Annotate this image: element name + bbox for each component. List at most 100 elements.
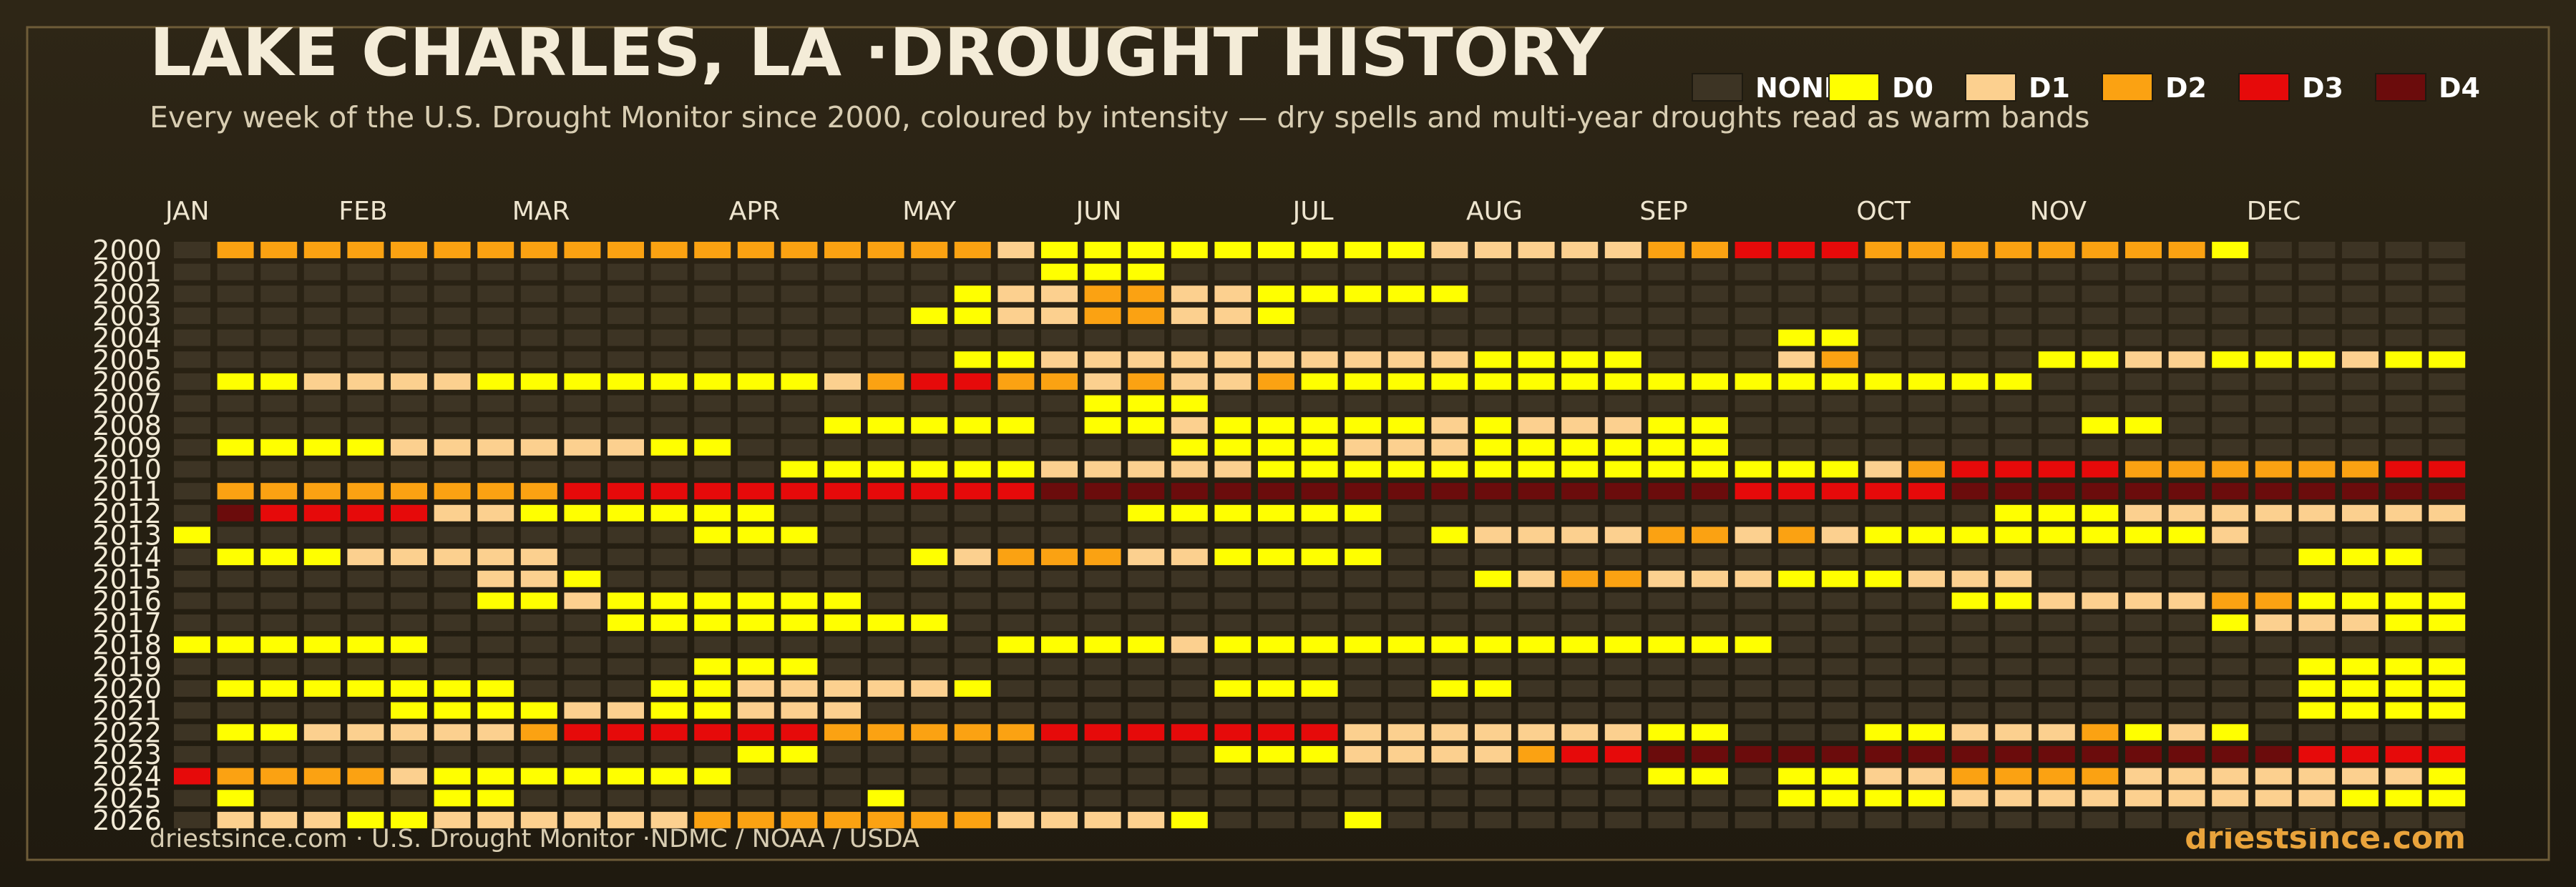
cell <box>260 658 298 675</box>
cell <box>1604 263 1641 280</box>
cell <box>1951 438 1989 456</box>
cell <box>1561 329 1599 346</box>
cell <box>2298 702 2336 719</box>
cell <box>1345 307 1382 324</box>
cell <box>260 417 298 434</box>
cell <box>2168 483 2205 500</box>
cell <box>1865 526 1902 544</box>
cell <box>520 461 557 478</box>
x-tick-label: MAY <box>902 197 957 226</box>
y-tick-label: 2011 <box>92 476 162 507</box>
cell <box>477 417 514 434</box>
cell <box>2082 724 2119 741</box>
cell <box>1778 724 1815 741</box>
cell <box>347 658 384 675</box>
cell <box>1951 658 1989 675</box>
cell <box>1387 395 1425 412</box>
cell <box>1778 570 1815 587</box>
cell <box>174 417 210 434</box>
cell <box>867 483 904 500</box>
cell <box>1518 285 1555 303</box>
cell <box>2212 811 2249 828</box>
cell <box>1171 790 1208 807</box>
x-tick-label: NOV <box>2030 197 2087 226</box>
cell <box>174 263 210 280</box>
cell <box>1128 461 1165 478</box>
cell <box>477 549 514 566</box>
cell <box>1865 811 1902 828</box>
cell <box>694 614 731 632</box>
cell <box>303 592 341 609</box>
y-tick-label: 2006 <box>92 366 162 398</box>
cell <box>217 461 254 478</box>
cell <box>608 614 644 632</box>
cell <box>1995 307 2032 324</box>
cell <box>2429 351 2466 368</box>
cell <box>2385 811 2422 828</box>
cell <box>2255 724 2292 741</box>
cell <box>867 285 904 303</box>
cell <box>1604 417 1641 434</box>
cell <box>1214 526 1252 544</box>
cell <box>217 417 254 434</box>
cell <box>564 263 601 280</box>
cell <box>1041 614 1078 632</box>
cell <box>1735 329 1772 346</box>
cell <box>1387 745 1425 763</box>
cell <box>174 614 210 632</box>
cell <box>1561 570 1599 587</box>
cell <box>2125 680 2162 697</box>
cell <box>2212 526 2249 544</box>
cell <box>694 417 731 434</box>
cell <box>1995 417 2032 434</box>
cell <box>1041 483 1078 500</box>
cell <box>2125 395 2162 412</box>
cell <box>2385 702 2422 719</box>
cell <box>2038 790 2075 807</box>
cell <box>997 351 1035 368</box>
cell <box>217 307 254 324</box>
cell <box>1041 768 1078 785</box>
cell <box>1345 636 1382 653</box>
cell <box>1171 702 1208 719</box>
cell <box>1345 263 1382 280</box>
cell <box>391 724 427 741</box>
cell <box>1821 526 1858 544</box>
x-tick-label: JUN <box>1075 197 1122 226</box>
cell <box>564 811 601 828</box>
cell <box>954 592 991 609</box>
cell <box>1258 724 1294 741</box>
x-tick-label: SEP <box>1639 197 1687 226</box>
cell <box>608 745 644 763</box>
cell <box>608 285 644 303</box>
cell <box>1648 483 1685 500</box>
cell <box>1561 636 1599 653</box>
cell <box>1951 790 1989 807</box>
cell <box>781 724 818 741</box>
cell <box>997 285 1035 303</box>
cell <box>608 570 644 587</box>
cell <box>520 680 557 697</box>
cell <box>1301 592 1338 609</box>
cell <box>1821 790 1858 807</box>
cell <box>1041 285 1078 303</box>
cell <box>867 329 904 346</box>
cell <box>911 351 948 368</box>
cell <box>694 373 731 390</box>
cell <box>1561 549 1599 566</box>
chart-subtitle: Every week of the U.S. Drought Monitor s… <box>150 100 2090 134</box>
y-tick-label: 2025 <box>92 783 162 814</box>
cell <box>1908 263 1945 280</box>
cell <box>564 549 601 566</box>
cell <box>1041 417 1078 434</box>
cell <box>1128 351 1165 368</box>
y-tick-label: 2024 <box>92 761 162 793</box>
cell <box>520 702 557 719</box>
cell <box>911 614 948 632</box>
cell <box>954 680 991 697</box>
cell <box>347 395 384 412</box>
cell <box>1171 438 1208 456</box>
cell <box>2298 811 2336 828</box>
cell <box>1084 570 1121 587</box>
cell <box>1258 768 1294 785</box>
